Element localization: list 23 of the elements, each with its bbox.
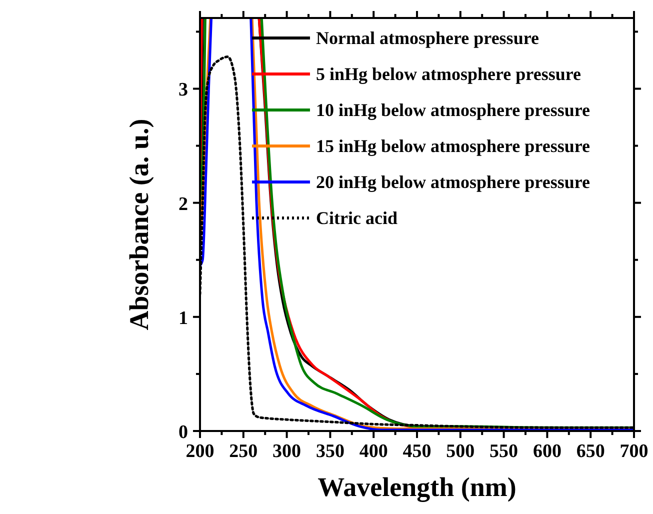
y-tick-label: 1 bbox=[178, 308, 188, 329]
legend-label: 10 inHg below atmosphere pressure bbox=[316, 100, 590, 120]
x-tick-label: 600 bbox=[532, 441, 562, 462]
y-axis-title: Absorbance (a. u.) bbox=[124, 118, 154, 330]
y-tick-label: 0 bbox=[178, 422, 188, 443]
x-tick-label: 500 bbox=[446, 441, 475, 462]
x-tick-label: 650 bbox=[576, 441, 605, 462]
y-tick-label: 2 bbox=[178, 194, 188, 215]
legend-label: Citric acid bbox=[316, 208, 398, 228]
x-tick-label: 250 bbox=[229, 441, 258, 462]
x-tick-label: 450 bbox=[402, 441, 432, 462]
x-tick-label: 400 bbox=[359, 441, 388, 462]
x-axis-title: Wavelength (nm) bbox=[318, 472, 516, 502]
x-tick-label: 550 bbox=[490, 441, 518, 462]
y-tick-label: 3 bbox=[178, 80, 188, 101]
x-tick-label: 300 bbox=[272, 441, 302, 462]
x-tick-label: 200 bbox=[186, 441, 214, 462]
legend-label: 5 inHg below atmosphere pressure bbox=[316, 64, 582, 84]
legend-label: Normal atmosphere pressure bbox=[316, 28, 539, 48]
x-tick-label: 350 bbox=[316, 441, 344, 462]
legend-label: 15 inHg below atmosphere pressure bbox=[316, 136, 590, 156]
x-tick-label: 700 bbox=[620, 441, 648, 462]
legend-label: 20 inHg below atmosphere pressure bbox=[316, 172, 590, 192]
